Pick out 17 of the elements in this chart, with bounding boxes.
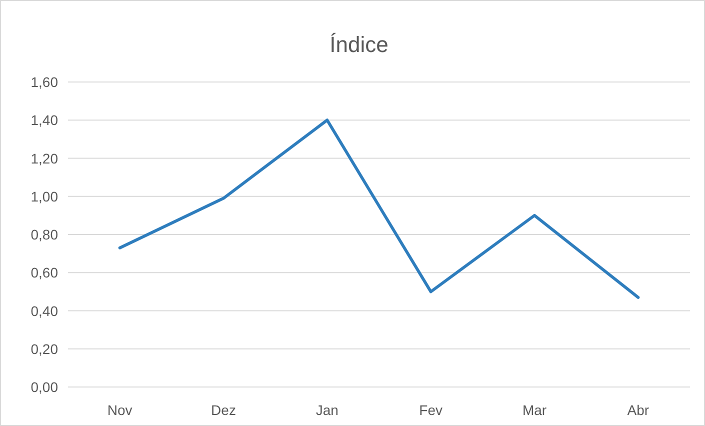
y-tick-label: 1,60 [30, 74, 58, 90]
x-tick-label: Fev [419, 402, 443, 418]
x-tick-label: Mar [522, 402, 547, 418]
y-tick-label: 1,20 [30, 150, 58, 166]
y-tick-label: 1,00 [30, 188, 58, 204]
x-tick-label: Nov [107, 402, 132, 418]
x-tick-label: Dez [211, 402, 236, 418]
y-tick-label: 0,60 [30, 264, 58, 281]
y-tick-label: 0,40 [30, 302, 58, 319]
x-tick-label: Abr [627, 402, 650, 418]
y-tick-label: 1,40 [30, 112, 58, 128]
y-tick-label: 0,80 [30, 226, 58, 242]
y-tick-label: 0,20 [30, 340, 58, 357]
x-tick-label: Jan [316, 402, 338, 418]
y-tick-label: 0,00 [30, 379, 58, 395]
line-series [118, 118, 640, 299]
chart-title: Índice [330, 32, 388, 57]
